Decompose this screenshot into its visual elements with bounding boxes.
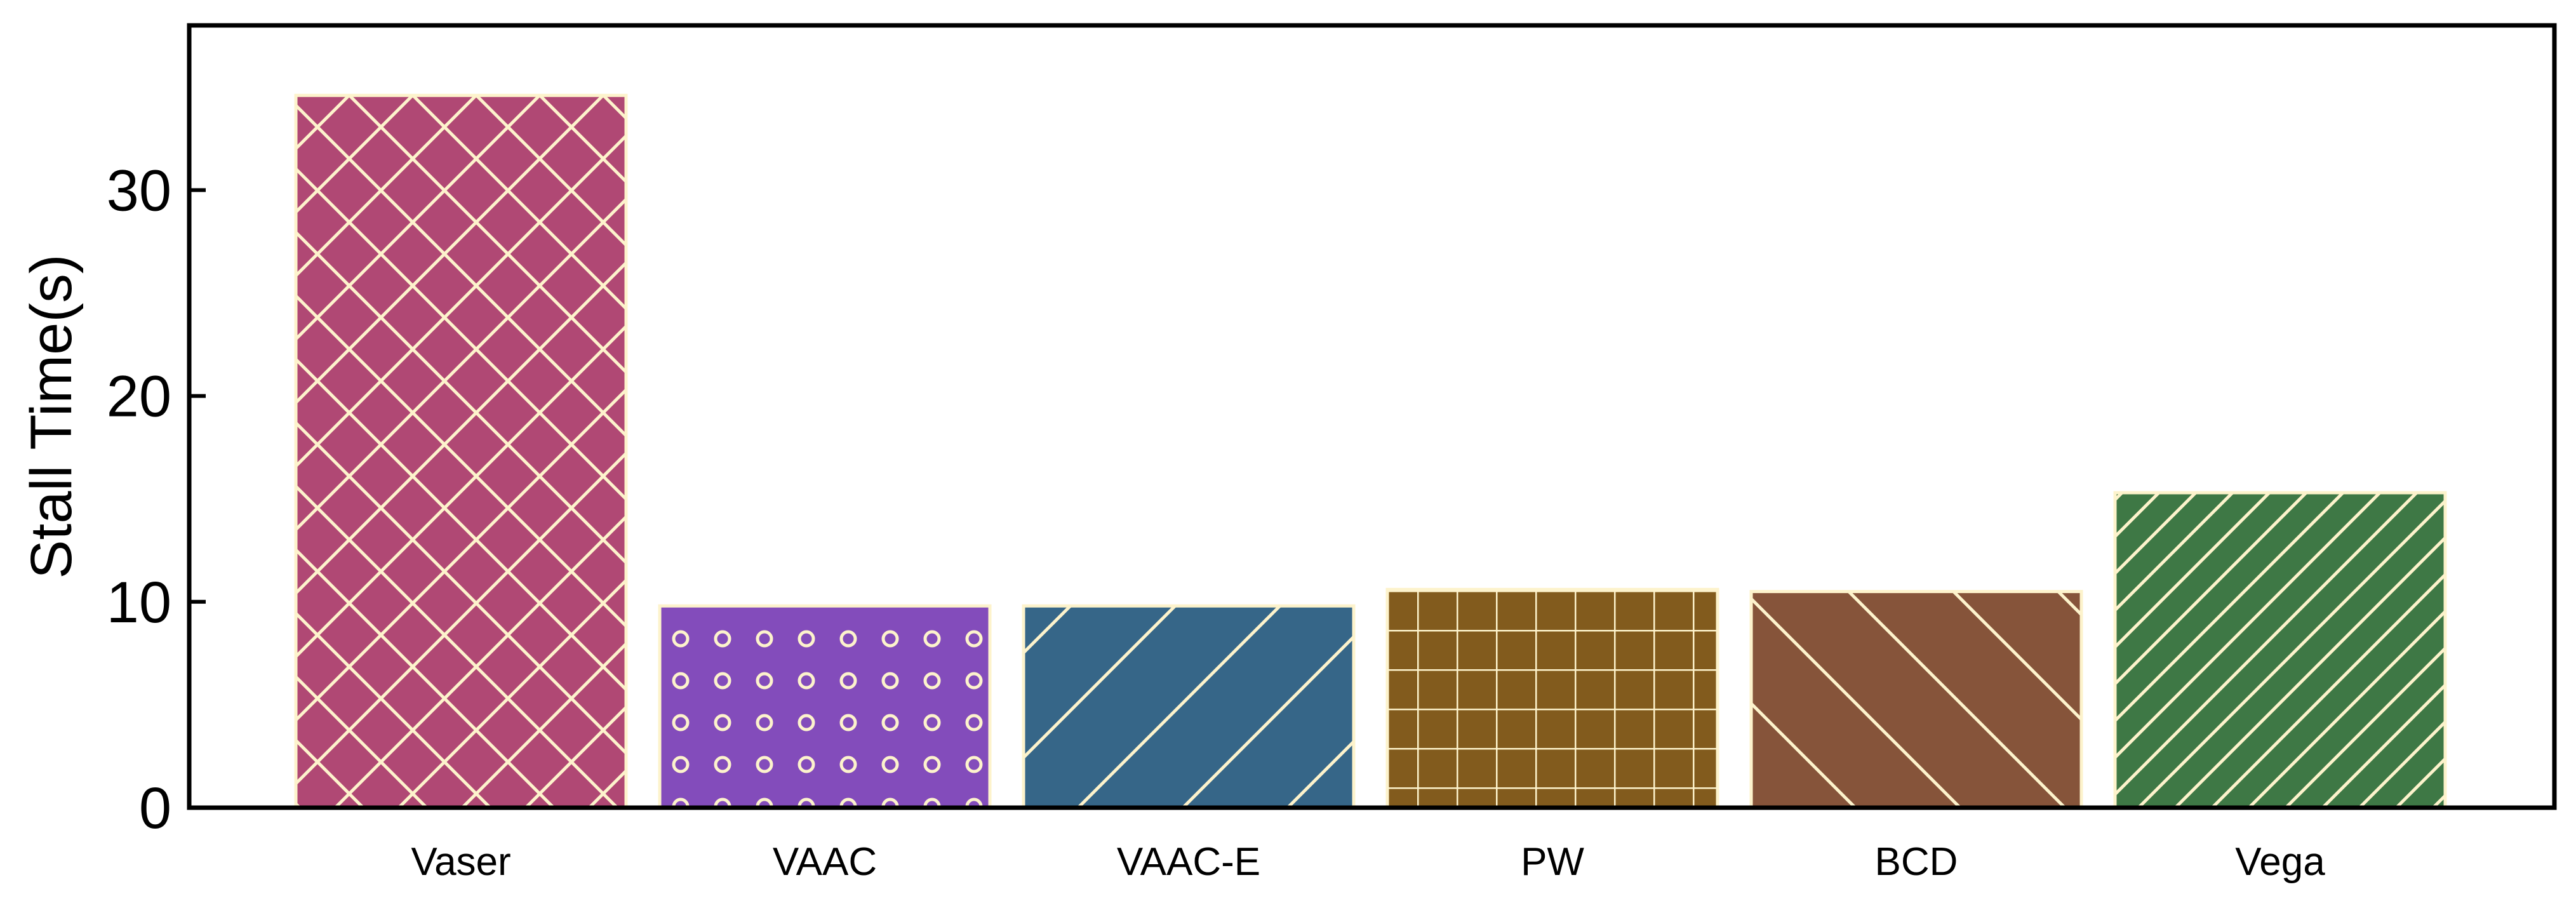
bar-vega xyxy=(2113,491,2447,810)
x-axis-ticks: Vaser VAAC VAAC-E PW BCD Vega xyxy=(411,840,2325,884)
x-tick-label: VAAC-E xyxy=(1117,840,1260,884)
bar-vaser xyxy=(294,93,628,810)
x-tick-label: VAAC xyxy=(773,840,877,884)
y-axis-ticks: 0 10 20 30 xyxy=(107,158,206,841)
bar-bcd xyxy=(1749,590,2083,810)
x-tick-label: BCD xyxy=(1875,840,1958,884)
y-tick-label: 30 xyxy=(107,158,171,223)
bars xyxy=(294,93,2447,810)
y-axis-label: Stall Time(s) xyxy=(19,254,84,578)
y-tick-label: 10 xyxy=(107,570,171,635)
x-tick-label: Vaser xyxy=(411,840,511,884)
plot-frame xyxy=(187,23,2557,810)
x-tick-label: PW xyxy=(1521,840,1584,884)
x-tick-label: Vega xyxy=(2235,840,2325,884)
y-tick-label: 20 xyxy=(107,364,171,429)
y-tick-label: 0 xyxy=(139,776,171,841)
bar-pw xyxy=(1385,587,1719,810)
bar-vaac xyxy=(658,604,992,810)
bar-vaac-e xyxy=(1022,604,1356,810)
